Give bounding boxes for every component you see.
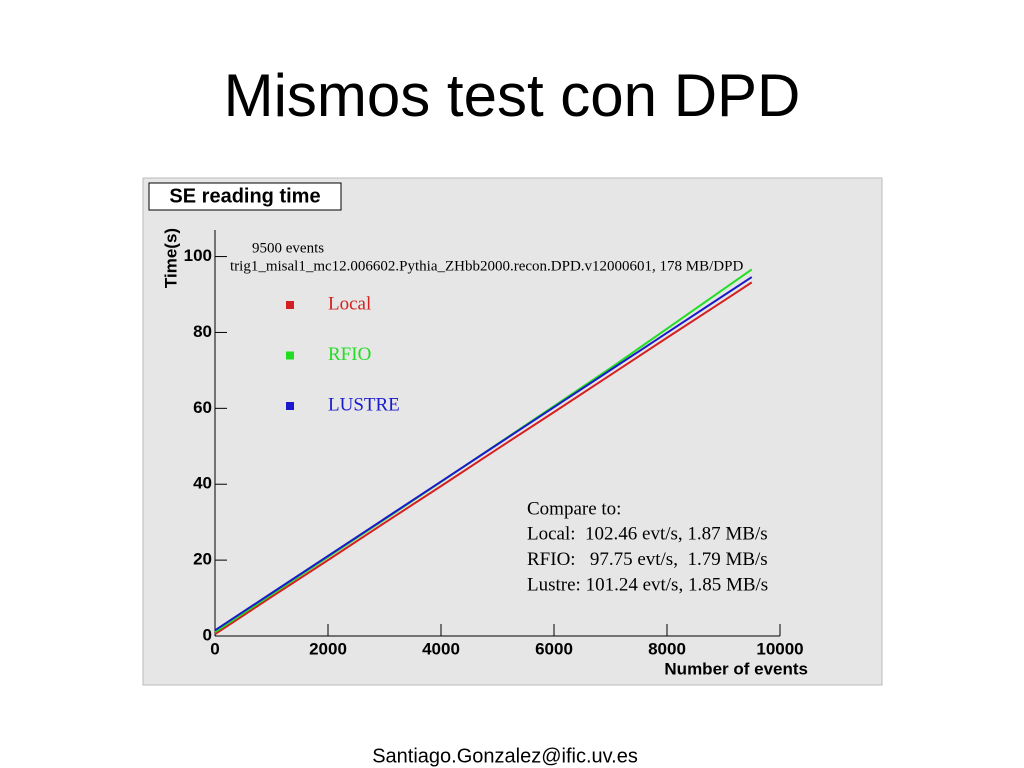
legend-label: Local xyxy=(328,293,371,314)
title-box xyxy=(148,182,342,211)
legend-label: LUSTRE xyxy=(328,394,400,415)
y-tick-label: 60 xyxy=(193,398,212,417)
series-line xyxy=(214,276,753,632)
compare-text: Lustre: 101.24 evt/s, 1.85 MB/s xyxy=(527,574,768,595)
footer: Santiago.Gonzalez@ific.uv.es xyxy=(372,745,638,767)
x-tick-label: 2000 xyxy=(309,639,347,658)
y-tick-label: 20 xyxy=(193,550,212,569)
x-tick-label: 8000 xyxy=(648,639,686,658)
chart-title: SE reading time xyxy=(169,185,320,207)
legend-swatch xyxy=(286,301,294,309)
compare-text: RFIO: 97.75 evt/s, 1.79 MB/s xyxy=(527,549,768,570)
series-line xyxy=(214,281,753,635)
legend-swatch xyxy=(286,351,294,360)
x-axis-label: Number of events xyxy=(664,659,808,678)
legend-swatch xyxy=(286,402,294,410)
y-tick-label: 100 xyxy=(184,246,212,265)
legend-label: RFIO xyxy=(328,344,371,365)
annotation: 9500 events xyxy=(252,240,324,256)
x-tick-label: 0 xyxy=(210,639,219,658)
y-tick-label: 40 xyxy=(193,474,212,493)
annotation: trig1_misal1_mc12.006602.Pythia_ZHbb2000… xyxy=(230,258,743,274)
x-tick-label: 10000 xyxy=(756,639,803,658)
compare-text: Compare to: xyxy=(527,498,621,519)
y-tick-label: 80 xyxy=(193,322,212,341)
slide-title: Mismos test con DPD xyxy=(224,62,801,129)
y-tick-label: 0 xyxy=(203,625,212,644)
compare-text: Local: 102.46 evt/s, 1.87 MB/s xyxy=(527,524,768,545)
x-tick-label: 6000 xyxy=(535,639,573,658)
y-axis-label: Time(s) xyxy=(161,228,180,288)
x-tick-label: 4000 xyxy=(422,639,460,658)
